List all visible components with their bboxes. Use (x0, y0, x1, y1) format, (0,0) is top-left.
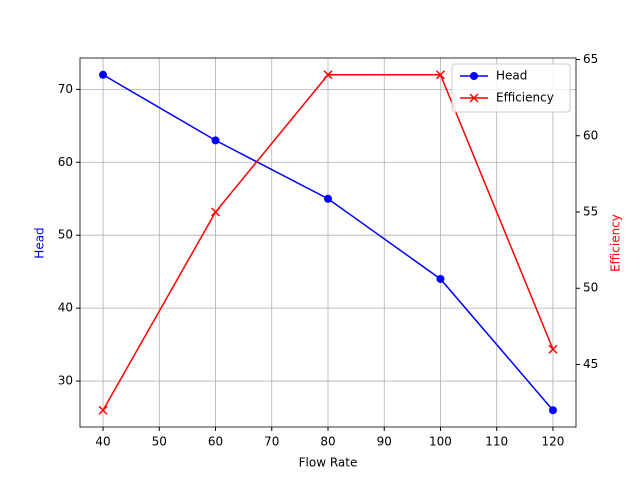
marker-stroke (210, 207, 221, 217)
y2-tick-label: 45 (583, 357, 598, 371)
marker-stroke (435, 70, 446, 80)
marker (469, 93, 479, 103)
y2-tick-label: 55 (583, 205, 598, 219)
y-tick-label: 40 (58, 301, 73, 315)
y2-tick-label: 50 (583, 281, 598, 295)
marker (548, 406, 557, 415)
y-tick-label: 30 (58, 374, 73, 388)
y-tick-label: 70 (58, 82, 73, 96)
x-axis-label: Flow Rate (299, 456, 358, 470)
y2-axis-label: Efficiency (609, 214, 623, 272)
x-tick-label: 120 (541, 435, 564, 449)
x-tick-label: 60 (208, 435, 223, 449)
marker (324, 194, 332, 203)
marker (323, 70, 333, 80)
marker (435, 70, 446, 80)
marker (548, 344, 558, 354)
x-tick-label: 90 (377, 435, 392, 449)
y-axis-label: Head (33, 227, 47, 258)
marker (99, 70, 108, 79)
marker (210, 207, 221, 217)
y-tick-label: 60 (58, 155, 73, 169)
x-tick-label: 50 (152, 435, 167, 449)
x-tick-label: 100 (429, 435, 452, 449)
marker-stroke (548, 344, 558, 354)
y2-tick-label: 60 (583, 128, 598, 142)
x-tick-label: 80 (320, 435, 335, 449)
marker-stroke (323, 70, 333, 80)
x-tick-label: 40 (95, 435, 110, 449)
legend: Head Efficiency (451, 63, 571, 113)
y-tick-label: 50 (58, 228, 73, 242)
marker-stroke (98, 405, 108, 415)
y2-tick-label: 65 (583, 52, 598, 66)
marker (436, 274, 445, 283)
plot-frame (79, 57, 577, 428)
marker (98, 405, 108, 415)
x-tick-label: 110 (485, 435, 508, 449)
legend-label: Efficiency (496, 91, 554, 105)
legend-label: Head (496, 69, 527, 83)
marker (211, 136, 220, 145)
marker-stroke (469, 93, 479, 103)
marker (470, 72, 478, 80)
x-tick-label: 70 (264, 435, 279, 449)
